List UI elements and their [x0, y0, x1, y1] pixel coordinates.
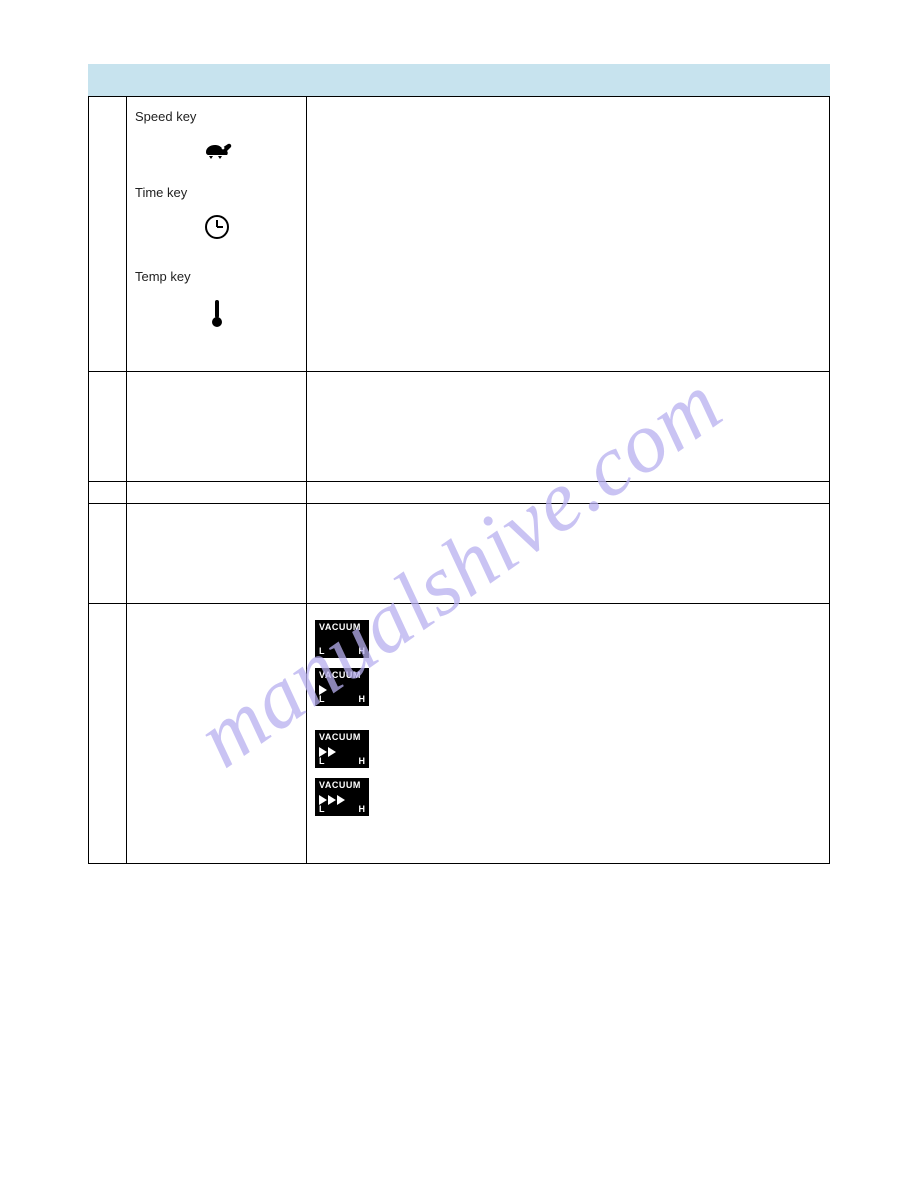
vacuum-caption: VACUUM — [319, 671, 365, 680]
vacuum-L: L — [319, 695, 325, 704]
key-cell: Speed key Time key — [127, 97, 307, 372]
description-cell — [307, 97, 830, 372]
table-row — [89, 372, 830, 482]
thermometer-icon — [211, 298, 223, 331]
vacuum-caption: VACUUM — [319, 733, 365, 742]
vacuum-indicator-2: VACUUM L H — [315, 730, 369, 768]
vacuum-H: H — [359, 805, 366, 814]
table-row: Speed key Time key — [89, 97, 830, 372]
vacuum-caption: VACUUM — [319, 781, 365, 790]
key-cell — [127, 504, 307, 604]
rabbit-icon — [200, 138, 234, 163]
vacuum-H: H — [359, 695, 366, 704]
vacuum-L: L — [319, 805, 325, 814]
page-container: Speed key Time key — [0, 0, 918, 904]
row-number-cell — [89, 97, 127, 372]
table-row: VACUUM LH VACUUM LH VACU — [89, 604, 830, 864]
key-label: Time key — [135, 185, 187, 200]
row-number-cell — [89, 482, 127, 504]
section-header-bar — [88, 64, 830, 96]
table-row — [89, 482, 830, 504]
vacuum-indicator-0: VACUUM L H — [315, 620, 369, 658]
table-row — [89, 504, 830, 604]
vacuum-caption: VACUUM — [319, 623, 365, 632]
vacuum-indicator-1: VACUUM L H — [315, 668, 369, 706]
description-cell — [307, 482, 830, 504]
vacuum-L: L — [319, 647, 325, 656]
row-number-cell — [89, 504, 127, 604]
description-cell — [307, 504, 830, 604]
key-cell — [127, 604, 307, 864]
key-label: Temp key — [135, 269, 191, 284]
description-cell: VACUUM LH VACUUM LH VACU — [307, 604, 830, 864]
vacuum-H: H — [359, 757, 366, 766]
key-label: Speed key — [135, 109, 196, 124]
row-number-cell — [89, 604, 127, 864]
vacuum-indicator-3: VACUUM L H — [315, 778, 369, 816]
vacuum-H: H — [359, 647, 366, 656]
instruction-table: Speed key Time key — [88, 96, 830, 864]
clock-icon — [204, 214, 230, 243]
description-cell — [307, 372, 830, 482]
key-cell — [127, 372, 307, 482]
row-number-cell — [89, 372, 127, 482]
key-cell — [127, 482, 307, 504]
vacuum-L: L — [319, 757, 325, 766]
